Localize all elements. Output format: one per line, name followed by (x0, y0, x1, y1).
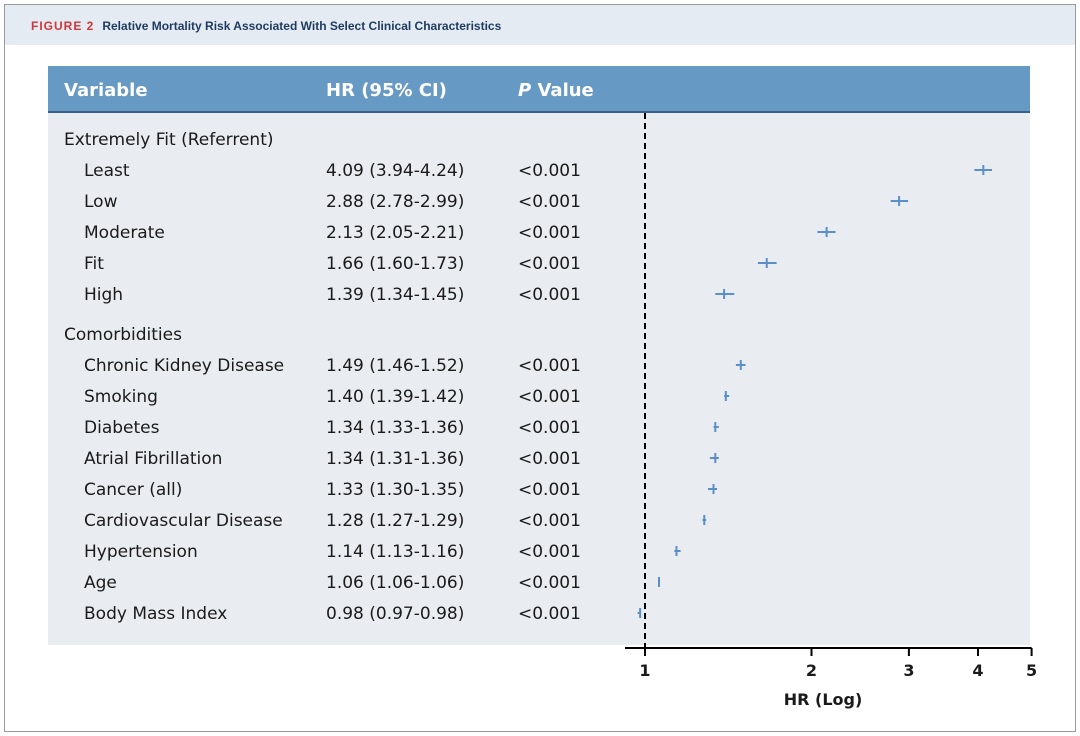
row-label: Low (84, 192, 118, 212)
row-label: Age (84, 573, 117, 593)
row-p-value: <0.001 (518, 223, 581, 243)
header-p-italic: P (518, 80, 531, 101)
row-label: High (84, 285, 123, 305)
row-hr-ci: 1.28 (1.27-1.29) (326, 511, 464, 531)
row-hr-ci: 2.13 (2.05-2.21) (326, 223, 464, 243)
row-label: Body Mass Index (84, 604, 227, 624)
row-hr-ci: 1.40 (1.39-1.42) (326, 387, 464, 407)
row-hr-ci: 1.06 (1.06-1.06) (326, 573, 464, 593)
row-hr-ci: 1.14 (1.13-1.16) (326, 542, 464, 562)
row-p-value: <0.001 (518, 254, 581, 274)
row-p-value: <0.001 (518, 387, 581, 407)
row-hr-ci: 1.49 (1.46-1.52) (326, 356, 464, 376)
header-p-value: P Value (518, 80, 594, 101)
header-p-rest: Value (531, 80, 594, 101)
row-p-value: <0.001 (518, 542, 581, 562)
row-p-value: <0.001 (518, 511, 581, 531)
row-p-value: <0.001 (518, 418, 581, 438)
row-p-value: <0.001 (518, 285, 581, 305)
figure-label: FIGURE 2 (31, 19, 95, 33)
group-label: Comorbidities (64, 325, 182, 345)
row-p-value: <0.001 (518, 449, 581, 469)
row-label: Moderate (84, 223, 165, 243)
row-hr-ci: 1.34 (1.33-1.36) (326, 418, 464, 438)
row-hr-ci: 1.34 (1.31-1.36) (326, 449, 464, 469)
figure-caption: FIGURE 2 Relative Mortality Risk Associat… (31, 19, 501, 33)
row-p-value: <0.001 (518, 161, 581, 181)
row-label: Diabetes (84, 418, 160, 438)
x-tick-label: 4 (972, 661, 983, 680)
row-p-value: <0.001 (518, 604, 581, 624)
table-rows: Extremely Fit (Referrent) Least 4.09 (3.94… (64, 130, 581, 624)
x-tick-label: 1 (639, 661, 650, 680)
row-hr-ci: 1.39 (1.34-1.45) (326, 285, 464, 305)
row-label: Hypertension (84, 542, 198, 562)
row-label: Chronic Kidney Disease (84, 356, 284, 376)
row-label: Least (84, 161, 130, 181)
row-label: Fit (84, 254, 104, 274)
plot-area: 1 2 3 4 5 (624, 113, 1037, 680)
header-hr: HR (95% CI) (326, 80, 447, 101)
row-hr-ci: 1.33 (1.30-1.35) (326, 480, 464, 500)
row-label: Cancer (all) (84, 480, 182, 500)
row-p-value: <0.001 (518, 192, 581, 212)
row-p-value: <0.001 (518, 573, 581, 593)
figure-header-band (5, 5, 1075, 45)
x-tick-label: 5 (1026, 661, 1037, 680)
row-label: Atrial Fibrillation (84, 449, 222, 469)
header-variable: Variable (64, 80, 148, 101)
table-body-background (48, 112, 1030, 645)
figure-title: Relative Mortality Risk Associated With … (102, 19, 502, 33)
row-label: Cardiovascular Disease (84, 511, 283, 531)
row-p-value: <0.001 (518, 356, 581, 376)
table-header-row (48, 66, 1030, 112)
row-p-value: <0.001 (518, 480, 581, 500)
row-label: Smoking (84, 387, 158, 407)
row-hr-ci: 1.66 (1.60-1.73) (326, 254, 464, 274)
group-label: Extremely Fit (Referrent) (64, 130, 274, 150)
row-hr-ci: 0.98 (0.97-0.98) (326, 604, 464, 624)
x-axis-title: HR (Log) (784, 690, 863, 709)
x-tick-label: 3 (903, 661, 914, 680)
row-hr-ci: 4.09 (3.94-4.24) (326, 161, 464, 181)
row-hr-ci: 2.88 (2.78-2.99) (326, 192, 464, 212)
x-tick-label: 2 (806, 661, 817, 680)
